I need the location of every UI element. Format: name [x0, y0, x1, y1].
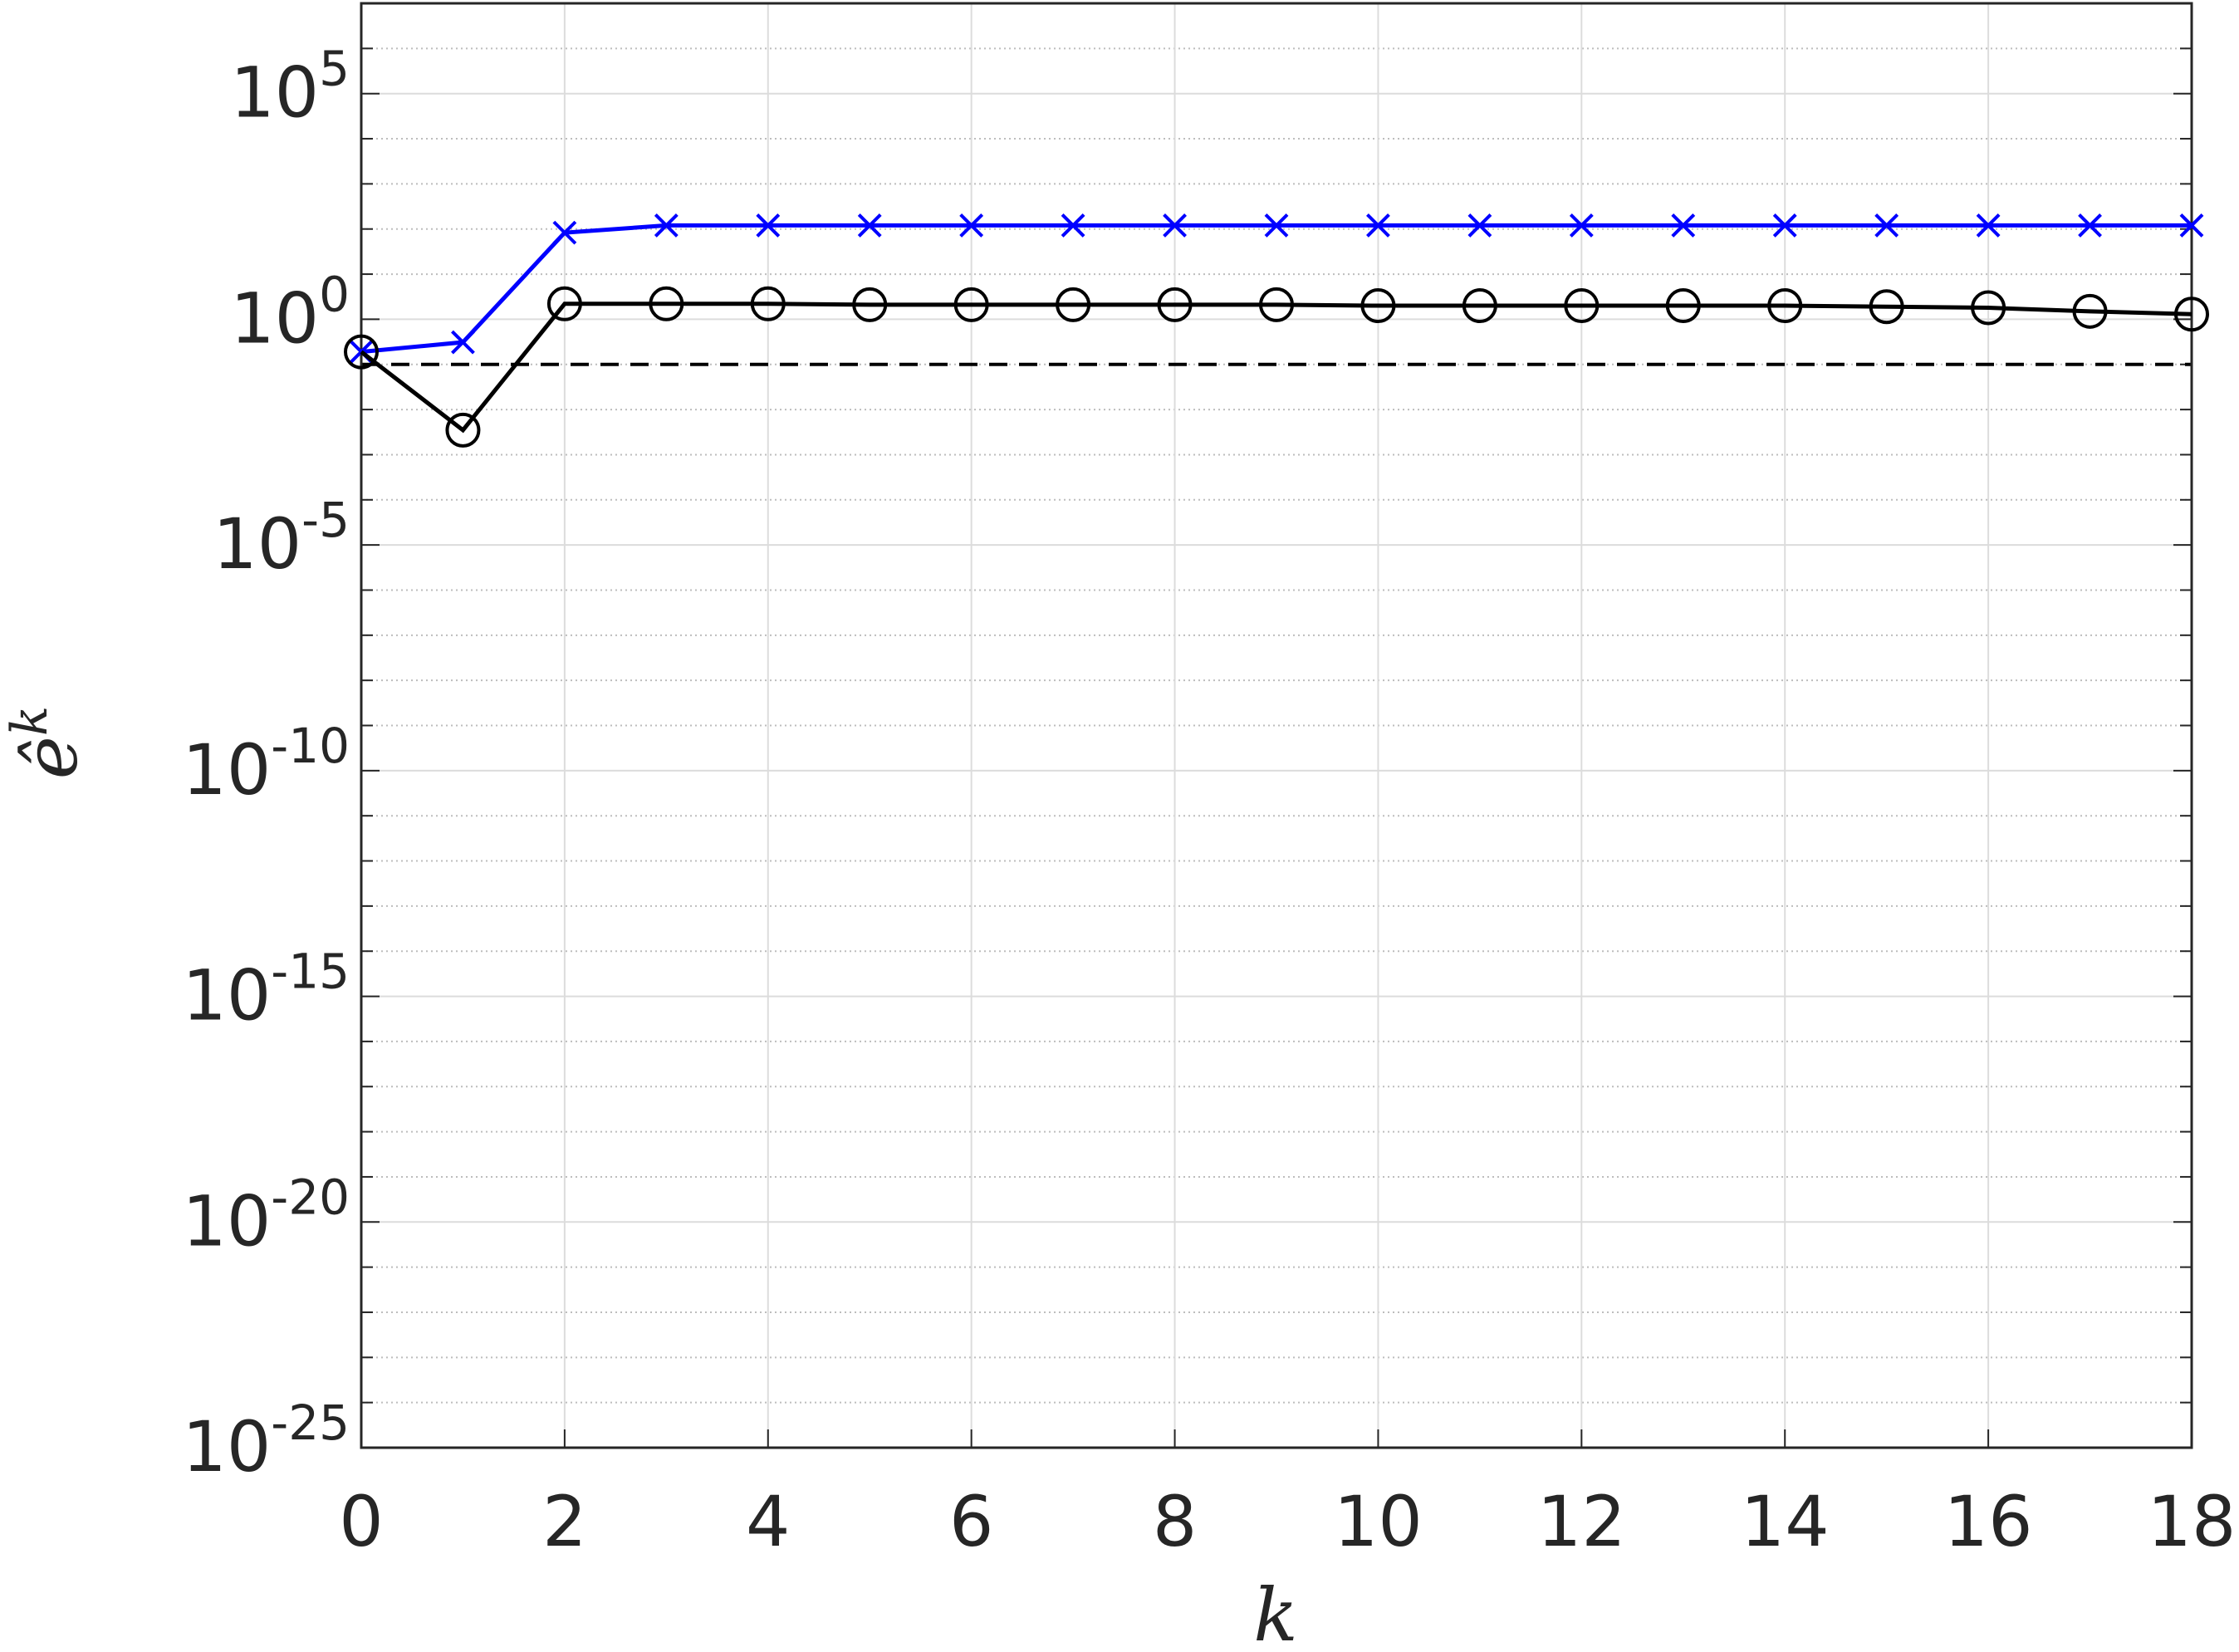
- marker: [1366, 213, 1390, 238]
- x-axis-label: k: [1253, 1572, 1297, 1652]
- marker: [2072, 293, 2108, 329]
- marker: [857, 213, 882, 238]
- x-tick-label: 10: [1334, 1481, 1423, 1562]
- x-tick-label: 16: [1944, 1481, 2033, 1562]
- marker: [1976, 213, 2001, 238]
- marker: [1467, 213, 1492, 238]
- marker: [2179, 213, 2204, 238]
- y-tick-label: 100: [230, 266, 350, 359]
- marker: [1163, 213, 1187, 238]
- y-tick-label: 10-25: [182, 1395, 350, 1488]
- y-tick-base: 10: [230, 52, 319, 134]
- marker: [445, 412, 481, 448]
- marker: [1569, 213, 1594, 238]
- marker: [344, 334, 379, 370]
- y-tick-base: 10: [182, 1406, 271, 1488]
- x-tick-label: 8: [1153, 1481, 1197, 1562]
- series-line: [360, 301, 2192, 434]
- y-tick-exponent: -5: [301, 492, 350, 548]
- x-tick-label: 2: [542, 1481, 586, 1562]
- y-tick-exponent: -25: [271, 1395, 350, 1451]
- y-tick-exponent: -20: [271, 1169, 350, 1225]
- marker: [1665, 288, 1701, 324]
- y-tick-exponent: -10: [271, 718, 350, 774]
- marker: [1767, 288, 1803, 324]
- x-tick-label: 4: [746, 1481, 790, 1562]
- marker: [750, 286, 786, 321]
- marker: [451, 330, 475, 355]
- y-axis-label-base: ê: [8, 736, 94, 779]
- y-tick-label: 10-10: [182, 718, 350, 811]
- plot-frame: [360, 2, 2193, 1449]
- marker: [1874, 213, 1899, 238]
- y-tick-label: 10-15: [182, 944, 350, 1037]
- marker: [1462, 288, 1497, 324]
- y-tick-base: 10: [182, 955, 271, 1037]
- marker: [1360, 288, 1396, 324]
- y-axis-label: êk: [1, 706, 94, 779]
- marker: [1971, 290, 2006, 326]
- y-tick-label: 10-20: [182, 1169, 350, 1262]
- y-tick-label: 10-5: [213, 492, 350, 585]
- marker: [1157, 287, 1193, 322]
- y-tick-base: 10: [230, 277, 319, 359]
- y-tick-label: 105: [230, 41, 350, 134]
- marker: [1869, 289, 1904, 325]
- x-tick-label: 18: [2148, 1481, 2237, 1562]
- marker: [1061, 213, 1085, 238]
- x-tick-label: 12: [1537, 1481, 1626, 1562]
- y-tick-exponent: -15: [271, 944, 350, 1000]
- y-tick-exponent: 0: [319, 266, 350, 322]
- marker: [959, 213, 984, 238]
- marker: [1264, 213, 1289, 238]
- x-tick-label: 14: [1741, 1481, 1830, 1562]
- y-tick-base: 10: [182, 729, 271, 811]
- x-tick-label: 0: [339, 1481, 383, 1562]
- marker: [546, 286, 582, 321]
- marker: [1056, 287, 1091, 322]
- y-tick-exponent: 5: [319, 41, 350, 97]
- marker: [2078, 213, 2102, 238]
- marker: [1772, 213, 1797, 238]
- x-tick-label: 6: [949, 1481, 993, 1562]
- marker: [654, 213, 679, 238]
- y-tick-base: 10: [213, 503, 301, 585]
- y-tick-base: 10: [182, 1180, 271, 1262]
- y-axis-label-superscript: k: [1, 706, 59, 736]
- marker: [552, 220, 577, 245]
- marker: [1259, 287, 1294, 322]
- marker: [1564, 288, 1600, 324]
- marker: [649, 286, 684, 321]
- marker: [852, 287, 888, 322]
- marker: [1671, 213, 1696, 238]
- marker: [953, 287, 989, 322]
- marker: [2174, 297, 2209, 332]
- marker: [756, 213, 781, 238]
